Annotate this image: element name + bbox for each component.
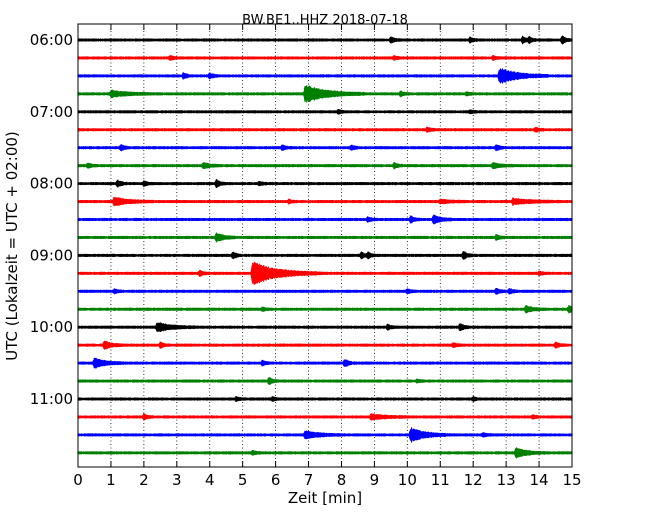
trace-row [77,377,573,385]
trace-row [77,126,573,133]
trace-row [77,35,573,45]
trace-row [77,85,573,103]
trace-row [77,251,573,260]
axis-ticks: 0 1 2 3 4 5 6 7 8 9 10 11 12 13 14 1506:0007:0008:0009:… [30,24,582,489]
x-tick-label: 4 [205,471,215,489]
x-tick-label: 1 [106,471,116,489]
x-tick-label: 0 [73,471,83,489]
trace-row [77,305,573,314]
trace-row [77,144,573,152]
trace-row [77,427,573,443]
trace-rows [77,35,573,459]
plot-frame [77,23,573,468]
x-tick-label: 9 [370,471,380,489]
x-tick-label: 5 [238,471,248,489]
trace-row [77,261,573,285]
x-tick-label: 11 [431,471,450,489]
trace-row [77,395,573,403]
x-tick-label: 6 [271,471,281,489]
trace-row [77,214,573,225]
y-tick-label: 11:00 [30,390,73,408]
trace-row [77,232,573,243]
x-tick-label: 15 [562,471,581,489]
trace-row [77,162,573,170]
y-tick-label: 06:00 [30,31,73,49]
x-tick-label: 7 [304,471,314,489]
trace-row [77,287,573,295]
y-tick-label: 08:00 [30,175,73,193]
x-axis-label: Zeit [min] [288,489,362,507]
y-axis-label: UTC (Lokalzeit = UTC + 02:00) [3,131,21,361]
x-tick-label: 14 [530,471,549,489]
trace-row [77,108,573,115]
chart-title: BW.BE1..HHZ 2018-07-18 [242,13,408,28]
x-tick-label: 12 [464,471,483,489]
trace-row [77,322,573,332]
trace-row [77,357,573,369]
trace-row [77,55,573,61]
x-tick-label: 10 [398,471,417,489]
x-tick-label: 8 [337,471,347,489]
trace-row [77,340,573,350]
y-tick-label: 10:00 [30,318,73,336]
x-tick-label: 3 [172,471,182,489]
y-tick-label: 09:00 [30,246,73,264]
x-tick-label: 2 [139,471,149,489]
y-tick-label: 07:00 [30,103,73,121]
trace-row [77,196,573,207]
trace-row [77,447,573,459]
trace-row [77,413,573,421]
x-tick-label: 13 [497,471,516,489]
trace-row [77,179,573,189]
trace-row [77,68,573,84]
